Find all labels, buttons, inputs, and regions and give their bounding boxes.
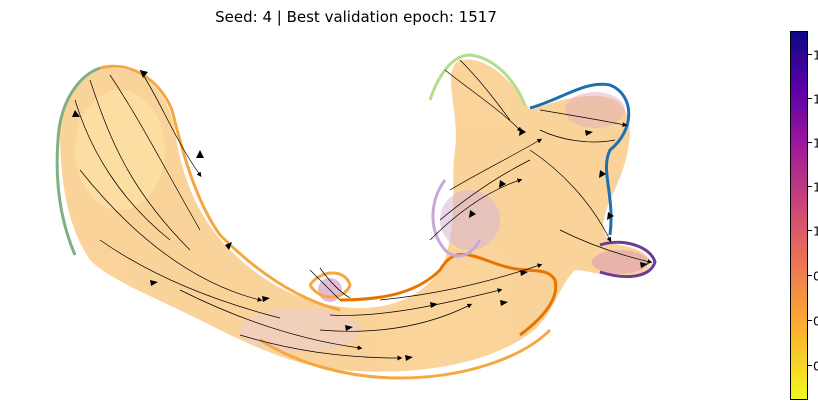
colorbar-tick-label: 1.8 bbox=[813, 47, 818, 63]
colorbar-tick-label: 1.0 bbox=[813, 223, 818, 239]
cell-scatter bbox=[60, 59, 651, 372]
streamline-arrows bbox=[72, 70, 648, 361]
embedding-plot bbox=[55, 53, 657, 380]
chart-title: Seed: 4 | Best validation epoch: 1517 bbox=[215, 8, 497, 26]
colorbar-tick-label: 0.6 bbox=[813, 313, 818, 329]
colorbar bbox=[790, 31, 808, 400]
velocity-streamlines bbox=[74, 59, 653, 361]
colorbar-tick-label: 0.4 bbox=[813, 358, 818, 374]
colorbar-tick-label: 0.8 bbox=[813, 268, 818, 284]
colorbar-tick-label: 1.4 bbox=[813, 135, 818, 151]
cluster-contours bbox=[55, 53, 657, 380]
colorbar-tick-label: 1.2 bbox=[813, 179, 818, 195]
colorbar-tick-label: 1.6 bbox=[813, 91, 818, 107]
